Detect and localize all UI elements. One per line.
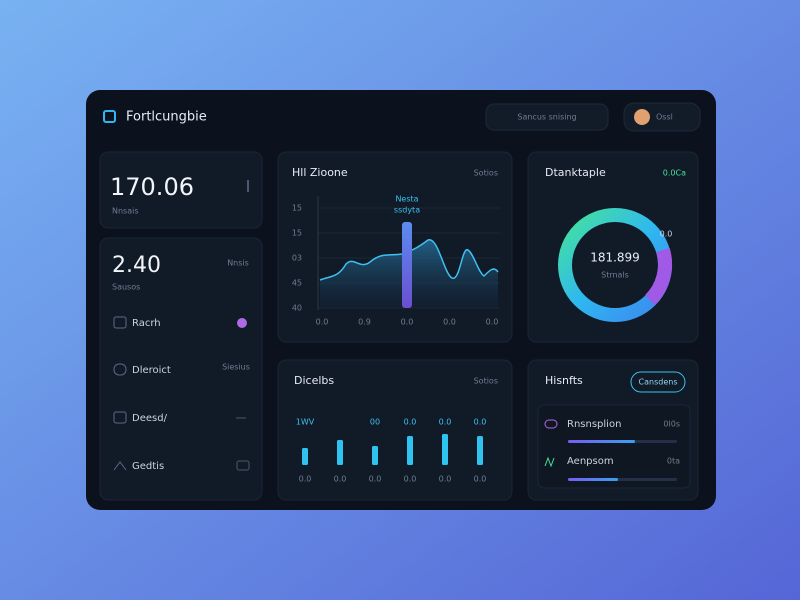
x-axis-label: 0.9 <box>358 318 371 327</box>
x-axis-label: 0.0 <box>316 318 329 327</box>
status-dot <box>237 318 247 328</box>
row-icon <box>544 456 555 468</box>
tooltip-line: Nesta <box>395 195 418 204</box>
x-axis-label: 0.0 <box>443 318 456 327</box>
stat-note: Nnsis <box>227 259 249 268</box>
y-axis-label: 03 <box>292 254 302 263</box>
bar <box>302 448 308 465</box>
nav-meta: Siesius <box>222 363 250 372</box>
nav-icon <box>113 316 127 329</box>
x-axis-label: 0.0 <box>299 475 312 484</box>
bar <box>407 436 413 465</box>
avatar <box>634 109 650 125</box>
x-axis-label: 0.0 <box>401 318 414 327</box>
x-axis-label: 0.0 <box>439 475 452 484</box>
row-label: Aenpsom <box>567 456 614 467</box>
card-action[interactable]: Sotios <box>474 377 498 386</box>
nav-label[interactable]: Racrh <box>132 318 161 329</box>
nav-label[interactable]: Dleroict <box>132 365 171 376</box>
area-line <box>319 239 499 281</box>
card-button[interactable] <box>630 371 686 393</box>
search-placeholder: Sancus snising <box>517 113 576 122</box>
area-card <box>277 151 513 343</box>
nav-card <box>99 237 263 501</box>
y-axis-label: 45 <box>292 279 302 288</box>
donut-segment <box>644 248 673 306</box>
bar <box>442 434 448 465</box>
bar-top-label: 00 <box>370 418 380 427</box>
card-title: Hll Zioone <box>292 166 348 179</box>
stat-label: Nnsais <box>112 207 139 216</box>
donut-label: Strnals <box>601 271 629 280</box>
x-axis-label: 0.0 <box>474 475 487 484</box>
x-axis-label: 0.0 <box>486 318 499 327</box>
bar-top-label: 0.0 <box>404 418 417 427</box>
stat-label: Sausos <box>112 283 140 292</box>
progress-fill <box>568 440 635 443</box>
nav-icon <box>113 461 127 471</box>
y-axis-label: 15 <box>292 229 302 238</box>
button-label: Cansdens <box>639 378 678 387</box>
bar-card <box>277 359 513 501</box>
nav-icon <box>113 411 127 424</box>
y-axis-label: 40 <box>292 304 302 313</box>
card-action[interactable]: Sotios <box>474 169 498 178</box>
x-axis-label: 0.0 <box>369 475 382 484</box>
nav-mark <box>236 460 250 471</box>
x-axis-label: 0.0 <box>334 475 347 484</box>
row-value: 0ta <box>667 457 680 466</box>
card-title: Dicelbs <box>294 374 334 387</box>
segment-label: 0.0 <box>660 230 673 239</box>
bar <box>337 440 343 465</box>
x-axis-label: 0.0 <box>404 475 417 484</box>
stat-value: 170.06 <box>110 173 194 201</box>
tooltip-line: ssdyta <box>394 206 420 215</box>
row-icon <box>544 419 558 429</box>
app-title: Fortlcungbie <box>126 110 207 125</box>
row-value: 0l0s <box>663 420 680 429</box>
bar-top-label: 0.0 <box>474 418 487 427</box>
progress-fill <box>568 478 618 481</box>
user-name: Ossl <box>656 113 673 122</box>
stat-value: 2.40 <box>112 253 161 278</box>
y-axis-label: 15 <box>292 204 302 213</box>
bar-top-label: 0.0 <box>439 418 452 427</box>
bar <box>477 436 483 465</box>
card-action[interactable]: 0.0Ca <box>663 169 686 178</box>
search-box[interactable] <box>485 103 609 131</box>
card-title: Hisnfts <box>545 374 583 387</box>
donut-value: 181.899 <box>590 251 640 265</box>
row-label: Rnsnsplion <box>567 419 621 430</box>
stat-card <box>99 151 263 229</box>
nav-label[interactable]: Gedtis <box>132 461 164 472</box>
logo <box>103 110 116 123</box>
bar-top-label: 1WV <box>296 418 315 427</box>
list-box <box>537 404 691 489</box>
nav-label[interactable]: Deesd/ <box>132 413 168 424</box>
card-title: Dtanktaple <box>545 166 606 179</box>
highlight-bar <box>402 222 412 308</box>
divider <box>247 180 249 192</box>
bar <box>372 446 378 465</box>
nav-icon <box>113 363 127 376</box>
